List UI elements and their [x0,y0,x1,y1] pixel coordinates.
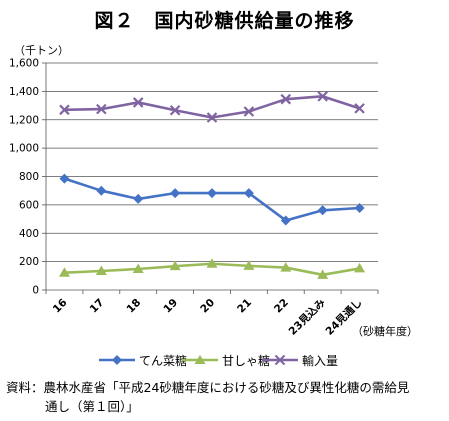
x-tick-label: 19 [161,297,180,316]
y-tick-label: 1,200 [9,114,39,126]
data-point-x [280,93,292,105]
series-line [64,177,360,222]
data-point-diamond [59,173,70,184]
y-tick-label: 1,000 [9,143,39,155]
data-point-x [206,112,218,123]
x-tick-label: 22 [272,297,291,316]
y-axis-label: （千トン） [14,44,69,57]
data-point-triangle [132,263,144,274]
legend-marker-x-icon [262,354,298,366]
source-line-2: 通し（第１回）」 [45,399,139,414]
source-line-1: 資料：農林水産省「平成24砂糖年度における砂糖及び異性化糖の需給見 [6,380,410,395]
data-point-triangle [95,265,107,275]
data-point-diamond [280,215,291,226]
data-point-triangle [206,258,218,268]
y-tick-label: 0 [32,285,39,297]
x-tick-label: 20 [198,297,217,316]
series-lines [64,95,360,277]
y-tick-label: 800 [19,171,39,183]
data-point-diamond [133,193,144,204]
data-point-x [317,91,328,102]
data-point-triangle [354,262,366,273]
x-tick-label: 23見込み [286,296,328,338]
data-point-diamond [170,188,181,199]
legend-label: てん菜糖 [139,354,188,368]
legend-marker-triangle-icon [182,355,218,364]
series-line [64,95,360,119]
y-tick-label: 400 [19,228,39,240]
line-chart: 0 200 400 600 800 1,000 1,200 1,400 1,600 16 17 18… [9,58,379,338]
source-note: 資料：農林水産省「平成24砂糖年度における砂糖及び異性化糖の需給見 通し（第１回… [6,378,446,416]
legend-label: 甘しゃ糖 [222,354,271,368]
data-point-triangle [58,267,70,277]
data-point-x [132,97,144,108]
gridlines [46,62,378,263]
series-markers [58,91,366,279]
y-tick-label: 1,400 [9,86,39,98]
data-point-triangle [280,262,292,272]
data-point-x [354,103,365,114]
data-point-diamond [207,188,217,199]
data-point-x [59,104,70,116]
data-point-diamond [96,185,107,196]
data-point-x [243,106,255,117]
data-point-x [96,103,107,115]
legend-label: 輸入量 [302,354,339,368]
data-point-diamond [243,188,254,199]
x-tick-label: 16 [51,297,70,316]
data-point-diamond [317,205,328,216]
data-point-triangle [317,269,329,279]
x-tick-label: 21 [235,297,254,316]
y-tick-label: 600 [19,199,39,211]
axes [42,62,379,294]
x-axis-label: （砂糖年度） [352,325,418,338]
y-tick-labels: 0 200 400 600 800 1,000 1,200 1,400 1,600 [9,58,39,297]
legend: てん菜糖 甘しゃ糖 輸入量 [0,350,449,370]
data-point-triangle [169,260,181,271]
data-point-diamond [354,202,365,213]
chart-title: 図２ 国内砂糖供給量の推移 [94,10,355,32]
data-point-x [169,104,181,116]
data-point-triangle [243,260,255,270]
y-tick-label: 200 [19,256,39,268]
x-tick-label: 17 [88,297,107,316]
x-tick-label: 18 [125,297,144,316]
legend-marker-diamond-icon [99,355,135,365]
y-tick-label: 1,600 [9,58,39,70]
